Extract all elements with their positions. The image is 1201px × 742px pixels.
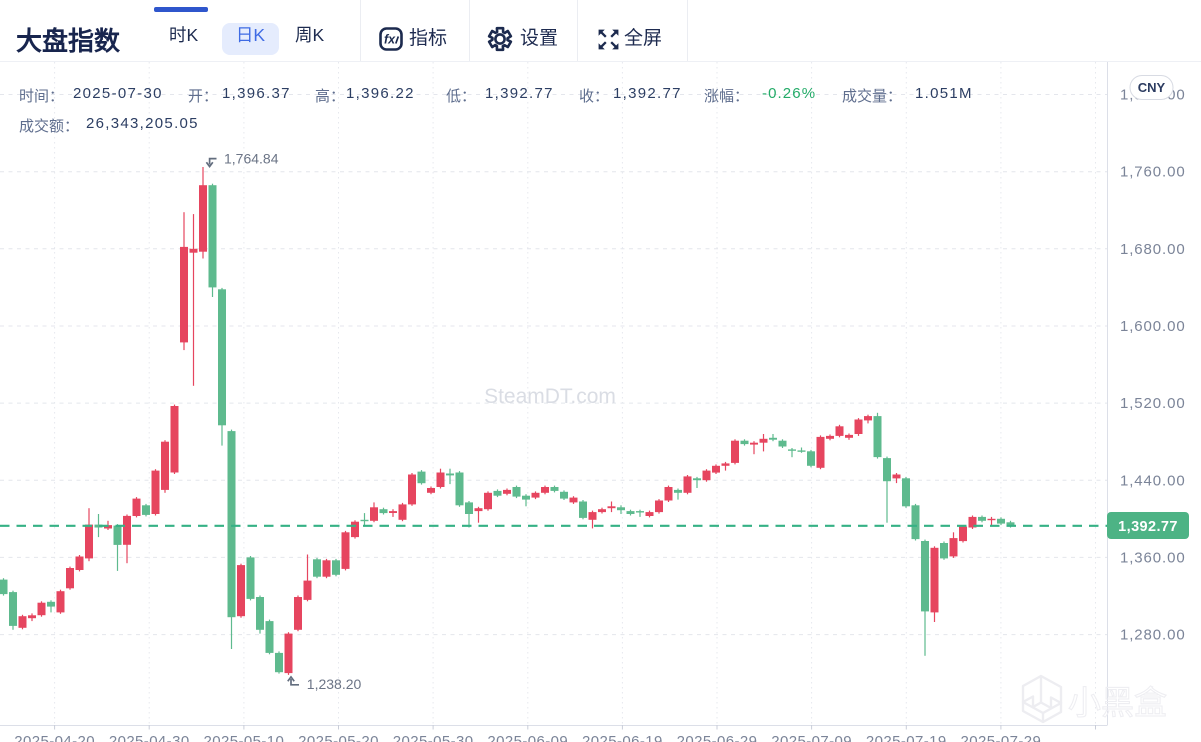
svg-text:1,440.00: 1,440.00 (1120, 472, 1186, 489)
svg-text:SteamDT.com: SteamDT.com (484, 385, 616, 408)
svg-text:2025-06-09: 2025-06-09 (487, 733, 568, 742)
svg-text:1,520.00: 1,520.00 (1120, 395, 1186, 412)
svg-text:2025-06-19: 2025-06-19 (582, 733, 663, 742)
svg-text:2025-04-30: 2025-04-30 (109, 733, 190, 742)
svg-text:2025-05-20: 2025-05-20 (298, 733, 379, 742)
svg-text:1,680.00: 1,680.00 (1120, 241, 1186, 258)
svg-text:1,760.00: 1,760.00 (1120, 164, 1186, 181)
svg-text:2025-04-20: 2025-04-20 (14, 733, 95, 742)
svg-text:2025-07-19: 2025-07-19 (866, 733, 947, 742)
svg-text:2025-07-09: 2025-07-09 (771, 733, 852, 742)
svg-text:fx: fx (384, 33, 396, 47)
svg-text:2025-07-29: 2025-07-29 (961, 733, 1042, 742)
svg-text:2025-05-30: 2025-05-30 (393, 733, 474, 742)
svg-text:2025-06-29: 2025-06-29 (677, 733, 758, 742)
svg-text:1,238.20: 1,238.20 (307, 676, 362, 692)
svg-text:1,360.00: 1,360.00 (1120, 549, 1186, 566)
svg-text:1,764.84: 1,764.84 (224, 151, 279, 167)
svg-text:CNY: CNY (1138, 80, 1166, 95)
svg-text:1,392.77: 1,392.77 (1118, 519, 1178, 535)
svg-text:小黑盒: 小黑盒 (1068, 684, 1167, 721)
svg-text:2025-05-10: 2025-05-10 (204, 733, 285, 742)
svg-text:1,600.00: 1,600.00 (1120, 318, 1186, 335)
svg-text:1,280.00: 1,280.00 (1120, 627, 1186, 644)
